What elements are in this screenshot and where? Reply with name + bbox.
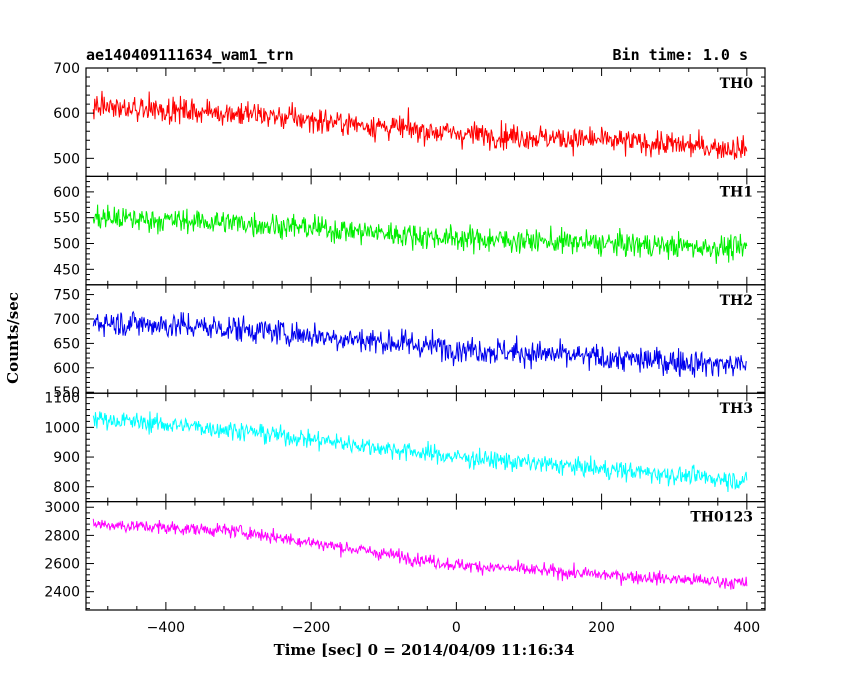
- series-line-th2: [92, 310, 748, 378]
- y-tick-label-th2: 550: [53, 385, 80, 401]
- y-tick-label-th0: 500: [53, 151, 80, 167]
- panel-th3: 800 900 1000 1100 TH3: [44, 391, 766, 503]
- bin-time-label: Bin time: 1.0 s: [613, 46, 748, 64]
- series-line-th0123: [92, 518, 748, 590]
- panel-label-th0: TH0: [720, 76, 754, 92]
- y-tick-label-th0123: 3000: [44, 500, 80, 516]
- panel-label-th2: TH2: [720, 293, 753, 309]
- y-tick-label-th0123: 2400: [44, 585, 80, 601]
- panel-label-th0123: TH0123: [690, 510, 753, 526]
- y-tick-label-th2: 650: [53, 336, 80, 352]
- y-tick-label-th3: 1100: [44, 391, 80, 407]
- y-tick-label-th0: 600: [53, 106, 80, 122]
- y-tick-label-th3: 900: [53, 450, 80, 466]
- series-line-th0: [92, 90, 748, 160]
- panel-th0: 500 600 700 TH0: [53, 61, 766, 178]
- chart-title: ae140409111634_wam1_trn: [86, 46, 294, 64]
- y-tick-label-th3: 1000: [44, 420, 80, 436]
- panel-frame-th0: [85, 67, 766, 178]
- y-tick-label-th2: 750: [53, 288, 80, 304]
- panel-th1: 450 500 550 600 TH1: [53, 175, 766, 286]
- panel-label-th1: TH1: [720, 184, 753, 200]
- x-tick-label: 400: [733, 620, 760, 636]
- panel-th0123: 2400 2600 2800 3000 TH0123: [44, 500, 766, 611]
- series-line-th3: [92, 411, 748, 493]
- x-tick-label: −400: [147, 620, 185, 636]
- panel-label-th3: TH3: [720, 401, 753, 417]
- x-tick-label: 200: [588, 620, 615, 636]
- y-axis-label: Counts/sec: [4, 292, 22, 384]
- y-tick-label-th2: 600: [53, 361, 80, 377]
- y-tick-label-th1: 550: [53, 211, 80, 227]
- y-tick-label-th0123: 2800: [44, 528, 80, 544]
- y-tick-label-th1: 500: [53, 237, 80, 253]
- y-tick-label-th0: 700: [53, 61, 80, 77]
- y-tick-label-th1: 600: [53, 185, 80, 201]
- x-tick-label: −200: [292, 620, 330, 636]
- y-tick-label-th3: 800: [53, 480, 80, 496]
- panels-group: 500 600 700 TH0 450 500 550 600 TH1 550 600 650 700 7…: [44, 61, 766, 636]
- y-tick-label-th1: 450: [53, 262, 80, 278]
- x-axis-label: Time [sec] 0 = 2014/04/09 11:16:34: [274, 641, 575, 659]
- series-line-th1: [92, 204, 748, 264]
- panel-frame-th0123: [85, 501, 766, 611]
- panel-th2: 550 600 650 700 750 TH2: [53, 284, 766, 401]
- y-tick-label-th2: 700: [53, 312, 80, 328]
- x-tick-label: 0: [452, 620, 461, 636]
- y-tick-label-th0123: 2600: [44, 557, 80, 573]
